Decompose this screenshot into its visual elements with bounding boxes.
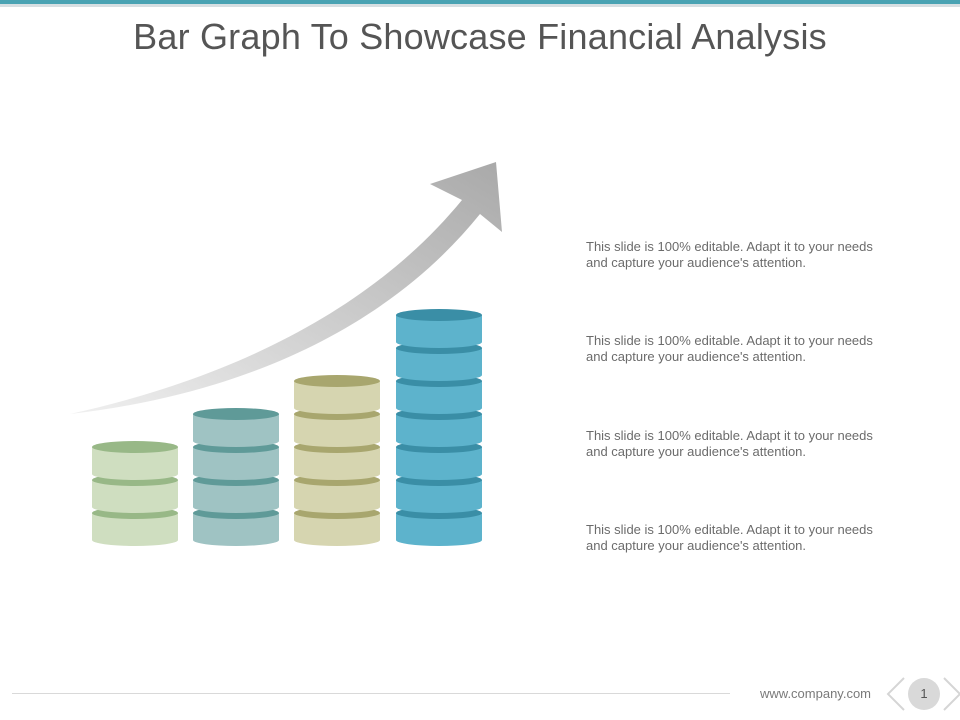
description-text-3: This slide is 100% editable. Adapt it to… — [586, 428, 873, 459]
coin-stack-2 — [193, 408, 279, 546]
chevron-right-icon[interactable] — [943, 677, 960, 711]
footer-url: www.company.com — [760, 686, 872, 701]
coin-stack-4 — [396, 309, 482, 546]
top-accent-bar-secondary — [0, 4, 960, 7]
coin — [294, 441, 380, 480]
coin-stack-3 — [294, 375, 380, 546]
coin-stack-1 — [92, 441, 178, 546]
coin — [193, 474, 279, 513]
coin — [396, 309, 482, 348]
coin — [294, 375, 380, 414]
slide-nav — [886, 677, 960, 711]
description-text-2: This slide is 100% editable. Adapt it to… — [586, 333, 873, 364]
coin — [92, 441, 178, 480]
coin — [193, 408, 279, 447]
description-text-4: This slide is 100% editable. Adapt it to… — [586, 522, 873, 553]
chevron-left-icon[interactable] — [886, 677, 905, 711]
top-accent-bar — [0, 0, 960, 4]
coin — [92, 507, 178, 546]
page-number: 1 — [908, 678, 940, 710]
slide-title: Bar Graph To Showcase Financial Analysis — [133, 16, 827, 57]
description-text-1: This slide is 100% editable. Adapt it to… — [586, 239, 873, 270]
footer-divider — [12, 693, 730, 694]
growth-arrow-icon — [70, 162, 502, 414]
